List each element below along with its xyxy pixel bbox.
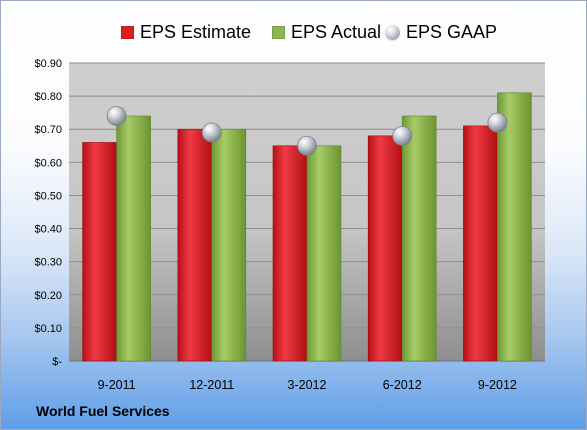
bar-eps-estimate-4 — [463, 125, 498, 362]
marker-eps-gaap-1 — [201, 122, 222, 143]
bar-eps-actual-4 — [497, 92, 532, 362]
legend-marker-gray — [385, 24, 400, 40]
bar-eps-estimate-3 — [367, 135, 403, 362]
company-name: World Fuel Services — [36, 403, 170, 419]
marker-eps-gaap-3 — [392, 125, 413, 146]
legend-swatch-green — [272, 25, 285, 39]
marker-eps-gaap-4 — [487, 112, 508, 133]
y-tick-label-7: $0.70 — [34, 124, 62, 136]
x-tick-label-2: 3-2012 — [288, 378, 327, 392]
gaap-markers — [106, 106, 508, 156]
y-tick-label-3: $0.30 — [34, 257, 62, 269]
bar-eps-estimate-0 — [82, 142, 117, 362]
x-axis-labels: 9-2011 12-2011 3-2012 6-2012 9-2012 — [98, 378, 517, 392]
y-tick-label-5: $0.50 — [34, 190, 62, 202]
legend-swatch-red — [121, 25, 134, 39]
y-tick-label-0: $- — [52, 356, 62, 368]
legend-item-eps-gaap: EPS GAAP — [385, 17, 497, 47]
legend-item-eps-estimate: EPS Estimate — [121, 17, 251, 47]
x-tick-label-1: 12-2011 — [189, 378, 234, 392]
bar-eps-actual-0 — [116, 115, 151, 362]
bar-eps-actual-1 — [211, 128, 247, 362]
y-tick-label-6: $0.60 — [34, 157, 62, 169]
marker-eps-gaap-2 — [297, 135, 317, 156]
y-tick-label-2: $0.20 — [34, 290, 62, 302]
y-axis-labels: $- $0.10 $0.20 $0.30 $0.40 $0.50 $0.60 $0.70 $0.… — [34, 58, 62, 368]
bar-eps-estimate-1 — [177, 128, 213, 362]
bars — [82, 92, 532, 362]
y-tick-label-9: $0.90 — [34, 58, 62, 70]
legend-label-eps-gaap: EPS GAAP — [406, 21, 498, 42]
x-tick-label-4: 9-2012 — [478, 378, 517, 392]
y-tick-label-8: $0.80 — [34, 91, 62, 103]
bar-eps-actual-2 — [306, 145, 342, 362]
bar-eps-actual-3 — [401, 115, 437, 362]
y-tick-label-1: $0.10 — [34, 323, 62, 335]
x-tick-label-3: 6-2012 — [383, 378, 422, 392]
legend-item-eps-actual: EPS Actual — [272, 17, 381, 47]
legend-label-eps-actual: EPS Actual — [291, 21, 382, 42]
bar-eps-estimate-2 — [272, 145, 308, 362]
x-tick-label-0: 9-2011 — [98, 378, 136, 392]
legend-label-eps-estimate: EPS Estimate — [140, 21, 252, 42]
legend: EPS Estimate EPS Actual EPS GAAP — [121, 17, 551, 47]
y-tick-label-4: $0.40 — [34, 224, 62, 236]
marker-eps-gaap-0 — [106, 106, 127, 126]
